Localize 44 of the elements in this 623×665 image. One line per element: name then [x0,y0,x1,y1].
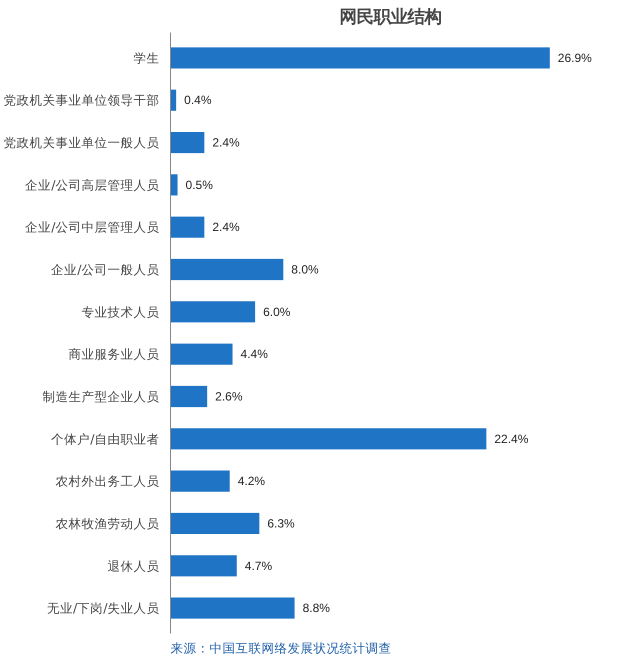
chart-title: 网民职业结构 [340,8,442,28]
y-tick-label: 党政机关事业单位领导干部 [4,92,160,108]
data-label: 8.0% [291,262,319,277]
data-label: 6.0% [263,304,291,319]
y-tick-label: 党政机关事业单位一般人员 [4,135,160,150]
y-tick-label: 退休人员 [108,558,160,574]
bar [170,428,486,450]
data-label: 4.7% [244,558,272,573]
y-tick-label: 个体户/自由职业者 [51,431,160,446]
y-tick-label: 商业服务业人员 [68,346,160,362]
data-label: 6.3% [267,516,296,530]
y-tick-label: 农林牧渔劳动人员 [56,516,160,531]
data-label: 4.4% [240,347,268,362]
data-label: 22.4% [494,432,529,446]
data-label: 26.9% [558,50,592,65]
bar [170,216,204,238]
data-label: 0.5% [186,178,214,192]
bar [170,301,256,322]
y-tick-label: 无业/下岗/失业人员 [46,600,160,616]
bar [170,470,230,492]
y-tick-label: 专业技术人员 [82,304,160,320]
y-tick-label: 制造生产型企业人员 [42,388,160,404]
bar [170,386,208,408]
y-tick-label: 学生 [134,50,160,66]
data-label: 2.4% [212,220,240,234]
y-tick-label: 企业/公司一般人员 [51,262,160,278]
bar [170,90,176,111]
data-label: 0.4% [184,93,212,108]
bar [170,344,233,365]
bar [170,555,237,576]
y-tick-label: 企业/公司高层管理人员 [25,177,160,192]
bar [170,598,295,619]
source-note: 来源：中国互联网络发展状况统计调查 [170,640,392,656]
y-tick-label: 农村外出务工人员 [56,474,160,489]
bar [170,47,550,68]
data-label: 2.6% [215,389,243,404]
bar [170,174,178,196]
y-tick-label: 企业/公司中层管理人员 [25,220,160,235]
bar [170,132,204,154]
data-label: 8.8% [302,601,330,616]
data-label: 4.2% [238,474,266,488]
data-label: 2.4% [212,136,240,150]
bar [170,258,284,280]
bar [170,512,260,534]
